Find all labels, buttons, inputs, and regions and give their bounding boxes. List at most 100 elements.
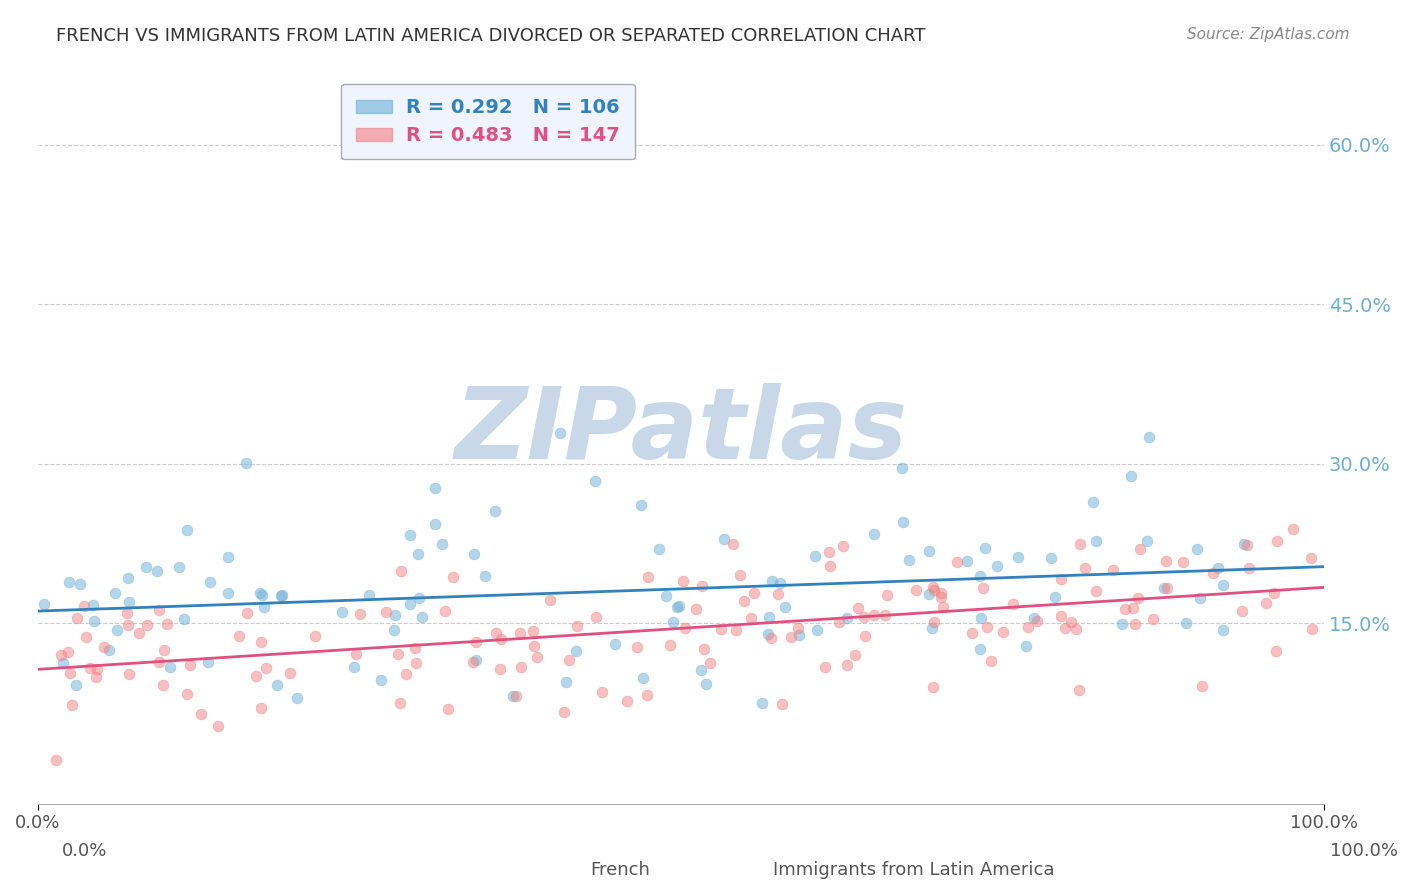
- Point: [152, 642, 174, 657]
- Point: [148, 603, 170, 617]
- Point: [105, 623, 128, 637]
- Point: [690, 579, 713, 593]
- Point: [198, 575, 221, 590]
- Point: [922, 580, 945, 594]
- Point: [86, 662, 108, 676]
- Point: [956, 554, 979, 568]
- Point: [526, 650, 548, 665]
- Point: [115, 606, 138, 620]
- Point: [946, 555, 969, 569]
- Point: [876, 588, 898, 602]
- Point: [976, 620, 998, 634]
- Point: [425, 516, 447, 531]
- Point: [1233, 537, 1256, 551]
- Point: [761, 574, 783, 588]
- Point: [1128, 541, 1150, 556]
- Point: [616, 694, 638, 708]
- Point: [583, 475, 606, 489]
- Point: [918, 587, 941, 601]
- Point: [835, 658, 858, 673]
- Point: [890, 461, 912, 475]
- Point: [626, 640, 648, 654]
- Point: [554, 675, 576, 690]
- Point: [45, 753, 67, 767]
- Point: [786, 621, 808, 635]
- Point: [398, 597, 420, 611]
- Point: [69, 577, 91, 591]
- Point: [751, 697, 773, 711]
- Point: [699, 657, 721, 671]
- Point: [118, 595, 141, 609]
- Point: [873, 608, 896, 623]
- Point: [389, 564, 412, 578]
- Point: [759, 631, 782, 645]
- Point: [1206, 561, 1229, 575]
- Point: [173, 612, 195, 626]
- Point: [758, 610, 780, 624]
- Point: [254, 661, 277, 675]
- Point: [1282, 522, 1305, 536]
- Point: [522, 624, 544, 639]
- Point: [56, 644, 79, 658]
- Point: [128, 626, 150, 640]
- Point: [1171, 555, 1194, 569]
- Point: [79, 660, 101, 674]
- Point: [932, 599, 955, 614]
- Text: 100.0%: 100.0%: [1330, 842, 1398, 860]
- Point: [1301, 550, 1323, 565]
- Point: [384, 607, 406, 622]
- Point: [685, 602, 707, 616]
- Point: [733, 594, 755, 608]
- Point: [1121, 469, 1143, 483]
- Point: [770, 698, 793, 712]
- Point: [553, 705, 575, 719]
- Point: [1122, 600, 1144, 615]
- Point: [986, 558, 1008, 573]
- Point: [846, 600, 869, 615]
- Point: [710, 622, 733, 636]
- Point: [695, 677, 717, 691]
- Point: [148, 655, 170, 669]
- Point: [1084, 584, 1107, 599]
- Point: [389, 696, 412, 710]
- Point: [1014, 639, 1036, 653]
- Point: [1265, 534, 1288, 549]
- Point: [502, 690, 524, 704]
- Point: [190, 707, 212, 722]
- Point: [659, 638, 682, 652]
- Point: [1114, 601, 1136, 615]
- Point: [922, 681, 945, 695]
- Point: [1188, 591, 1211, 605]
- Point: [505, 690, 527, 704]
- Point: [690, 663, 713, 677]
- Point: [474, 569, 496, 583]
- Point: [740, 611, 762, 625]
- Point: [1049, 609, 1071, 624]
- Point: [993, 625, 1015, 640]
- Point: [93, 640, 115, 654]
- Text: French: French: [591, 861, 651, 879]
- Point: [853, 609, 876, 624]
- Point: [905, 582, 928, 597]
- Point: [891, 515, 914, 529]
- Point: [1025, 614, 1047, 628]
- Point: [1265, 644, 1288, 658]
- Point: [806, 624, 828, 638]
- Point: [117, 571, 139, 585]
- Point: [405, 656, 427, 670]
- Point: [766, 587, 789, 601]
- Point: [461, 656, 484, 670]
- Point: [159, 660, 181, 674]
- Point: [404, 640, 426, 655]
- Point: [434, 604, 457, 618]
- Point: [1050, 572, 1073, 586]
- Point: [863, 607, 886, 622]
- Point: [929, 591, 952, 605]
- Point: [60, 698, 83, 713]
- Point: [630, 499, 652, 513]
- Point: [585, 610, 607, 624]
- Point: [724, 623, 747, 637]
- Point: [1128, 591, 1150, 605]
- Point: [591, 685, 613, 699]
- Point: [924, 582, 946, 597]
